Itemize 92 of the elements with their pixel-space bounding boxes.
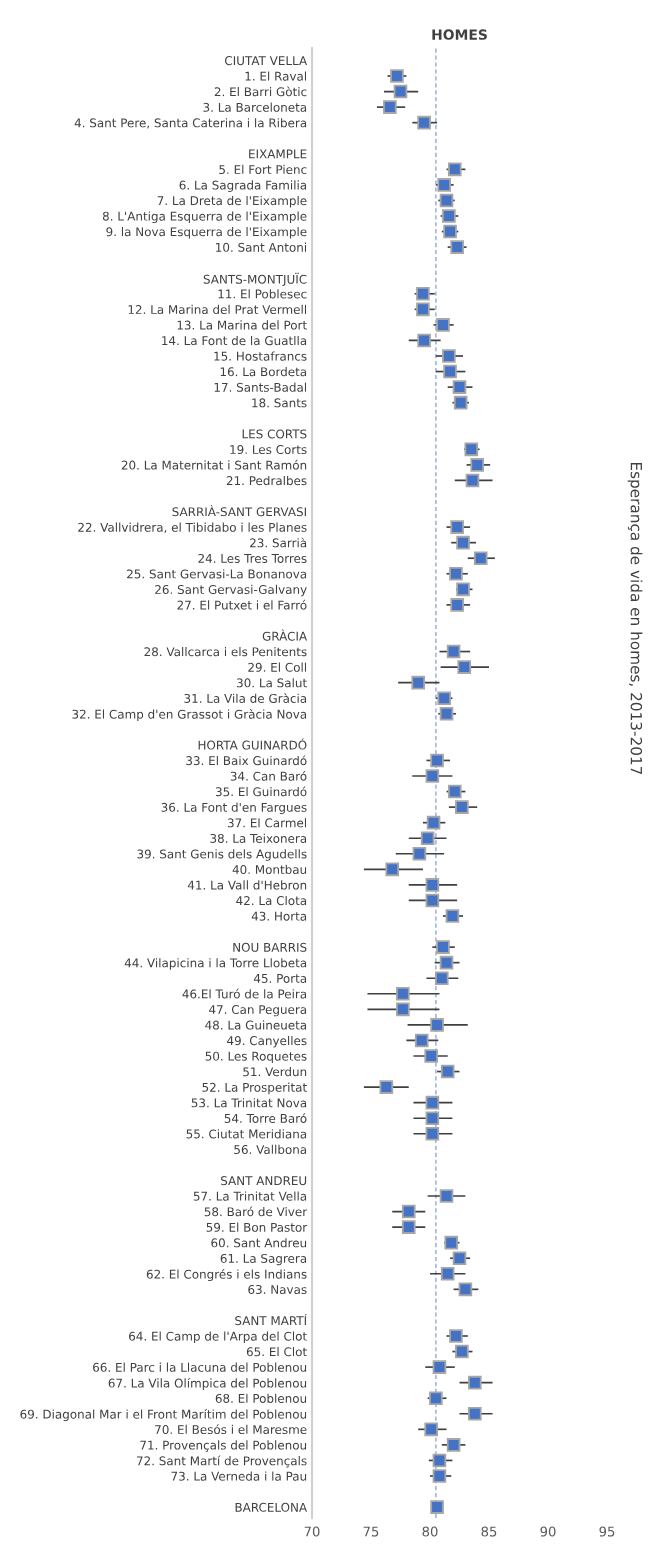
y-tick-label: 51. Verdun bbox=[243, 1067, 307, 1077]
y-tick-label: 19. Les Corts bbox=[230, 445, 307, 455]
y-tick-label: 35. El Guinardó bbox=[215, 786, 307, 797]
y-tick-label: 17. Sants-Badal bbox=[214, 382, 307, 392]
y-tick-label: GRÀCIA bbox=[262, 629, 308, 641]
y-tick-label: 49. Canyelles bbox=[227, 1035, 307, 1048]
y-tick-label: 4. Sant Pere, Santa Caterina i la Ribera bbox=[74, 118, 307, 129]
x-tick-label: 70 bbox=[304, 1526, 320, 1537]
y-tick-label: 28. Vallcarca i els Penitents bbox=[144, 647, 307, 657]
y-tick-label: 5. El Fort Pienc bbox=[219, 164, 307, 175]
y-tick-label: SARRIÀ-SANT GERVASI bbox=[172, 505, 306, 517]
y-tick-label: 15. Hostafrancs bbox=[214, 351, 307, 361]
y-tick-label: 60. Sant Andreu bbox=[211, 1238, 307, 1248]
y-tick-label: BARCELONA bbox=[235, 1502, 308, 1512]
y-tick-label: SANTS-MONTJUÏC bbox=[203, 272, 307, 287]
y-tick-label: 21. Pedralbes bbox=[226, 475, 307, 486]
y-tick-label: 69. Diagonal Mar i el Front Marítim del Poblenou bbox=[20, 1409, 307, 1422]
y-tick-label: 59. El Bon Pastor bbox=[206, 1222, 308, 1232]
y-tick-label: 13. La Marina del Port bbox=[177, 320, 307, 330]
y-tick-label: LES CORTS bbox=[242, 429, 307, 439]
chart-title: HOMES bbox=[432, 29, 487, 40]
y-tick-label: 7. La Dreta de l'Eixample bbox=[157, 195, 307, 208]
y-tick-label: 56. Vallbona bbox=[234, 1144, 307, 1155]
y-axis-title: Esperança de vida en homes, 2013-2017 bbox=[627, 462, 643, 775]
y-tick-label: 32. El Camp d'en Grassot i Gràcia Nova bbox=[72, 709, 307, 722]
y-tick-label: 36. La Font d'en Fargues bbox=[161, 802, 307, 815]
y-tick-label: 2. El Barri Gòtic bbox=[214, 86, 307, 97]
y-tick-label: 20. La Maternitat i Sant Ramón bbox=[121, 459, 307, 470]
y-tick-label: 40. Montbau bbox=[232, 864, 307, 875]
y-tick-label: 54. Torre Baró bbox=[224, 1113, 307, 1123]
y-tick-label: 46.El Turó de la Peira bbox=[182, 988, 307, 999]
y-tick-label: 70. El Besós i el Maresme bbox=[155, 1424, 307, 1435]
y-tick-label: 44. Vilapicina i la Torre Llobeta bbox=[124, 958, 307, 970]
y-tick-label: 58. Baró de Viver bbox=[204, 1206, 308, 1217]
y-tick-label: 8. L'Antiga Esquerra de l'Eixample bbox=[102, 211, 307, 224]
y-tick-label: 39. Sant Genis dels Agudells bbox=[137, 849, 307, 861]
y-tick-label: 61. La Sagrera bbox=[220, 1253, 307, 1266]
y-tick-label: 27. El Putxet i el Farró bbox=[177, 599, 307, 610]
y-tick-label: CIUTAT VELLA bbox=[225, 56, 308, 66]
y-tick-label: 34. Can Baró bbox=[230, 770, 307, 781]
y-tick-label: SANT MARTÍ bbox=[235, 1313, 307, 1326]
y-tick-label: 18. Sants bbox=[252, 398, 307, 408]
y-tick-label: 62. El Congrés i els Indians bbox=[146, 1269, 307, 1282]
y-tick-label: 11. El Poblesec bbox=[218, 289, 307, 299]
y-tick-label: 73. La Verneda i la Pau bbox=[171, 1471, 307, 1481]
y-tick-label: 3. La Barceloneta bbox=[203, 102, 307, 112]
y-tick-label: 43. Horta bbox=[251, 911, 307, 921]
x-tick-label: 95 bbox=[599, 1526, 615, 1537]
x-tick-label: 80 bbox=[422, 1526, 438, 1537]
y-tick-label: 65. El Clot bbox=[246, 1347, 307, 1357]
y-tick-label: NOU BARRIS bbox=[233, 942, 307, 952]
y-tick-label: 45. Porta bbox=[253, 974, 307, 983]
y-tick-label: 57. La Trinitat Vella bbox=[193, 1191, 307, 1201]
y-tick-label: 12. La Marina del Prat Vermell bbox=[128, 304, 307, 315]
y-tick-label: 33. El Baix Guinardó bbox=[186, 755, 307, 766]
y-tick-label: 64. El Camp de l'Arpa del Clot bbox=[129, 1331, 307, 1344]
y-tick-label: 22. Vallvidrera, el Tibidabo i les Planes bbox=[78, 522, 307, 534]
y-tick-label: 1. El Raval bbox=[245, 71, 307, 81]
y-tick-label: 55. Ciutat Meridiana bbox=[186, 1129, 307, 1139]
y-tick-label: SANT ANDREU bbox=[221, 1176, 307, 1186]
y-tick-label: 23. Sarrià bbox=[250, 537, 307, 548]
y-tick-label: 48. La Guineueta bbox=[205, 1020, 307, 1030]
y-tick-label: 42. La Clota bbox=[236, 895, 307, 906]
y-tick-label: 37. El Carmel bbox=[227, 818, 307, 828]
y-tick-label: 30. La Salut bbox=[237, 678, 307, 688]
y-tick-label: 66. El Parc i la Llacuna del Poblenou bbox=[93, 1362, 307, 1372]
y-tick-label: 9. la Nova Esquerra de l'Eixample bbox=[106, 227, 307, 239]
y-tick-label: 47. Can Peguera bbox=[209, 1005, 307, 1017]
y-tick-label: 16. La Bordeta bbox=[220, 367, 307, 377]
y-tick-label: 29. El Coll bbox=[248, 662, 307, 672]
y-tick-label: 14. La Font de la Guatlla bbox=[162, 335, 307, 346]
y-tick-label: 10. Sant Antoni bbox=[216, 242, 307, 252]
y-tick-label: 53. La Trinitat Nova bbox=[191, 1098, 307, 1108]
y-tick-label: 6. La Sagrada Familia bbox=[179, 180, 307, 192]
y-tick-label: 50. Les Roquetes bbox=[205, 1051, 307, 1064]
y-tick-label: 71. Provençals del Poblenou bbox=[140, 1440, 307, 1452]
y-tick-label: 25. Sant Gervasi-La Bonanova bbox=[127, 569, 307, 579]
x-tick-label: 75 bbox=[363, 1526, 379, 1537]
y-tick-label: 67. La Vila Olímpica del Poblenou bbox=[108, 1377, 307, 1390]
y-tick-label: 68. El Poblenou bbox=[215, 1393, 307, 1403]
y-tick-label: 63. Navas bbox=[248, 1285, 307, 1295]
x-tick-label: 85 bbox=[481, 1526, 497, 1537]
x-tick-label: 90 bbox=[540, 1526, 556, 1537]
y-tick-label: EIXAMPLE bbox=[249, 149, 307, 159]
y-tick-label: 38. La Teixonera bbox=[210, 833, 307, 843]
y-tick-label: 72. Sant Martí de Provençals bbox=[136, 1455, 307, 1468]
y-tick-label: 41. La Vall d'Hebron bbox=[187, 880, 307, 890]
y-tick-label: 31. La Vila de Gràcia bbox=[184, 693, 307, 703]
y-tick-label: 52. La Prosperitat bbox=[202, 1082, 307, 1095]
y-tick-label: 24. Les Tres Torres bbox=[198, 553, 307, 563]
y-tick-label: HORTA GUINARDÓ bbox=[198, 738, 307, 750]
y-tick-label: 26. Sant Gervasi-Galvany bbox=[155, 584, 307, 597]
